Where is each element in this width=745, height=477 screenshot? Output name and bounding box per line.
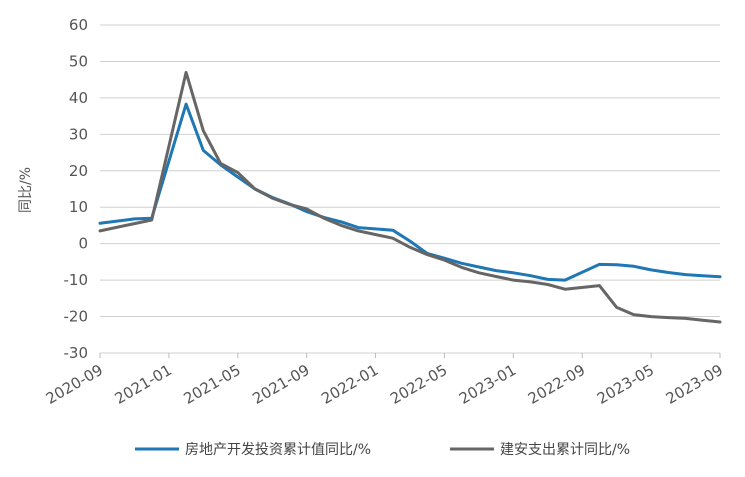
x-tick-label: 2023-05 [594,361,657,408]
y-tick-label: 30 [69,125,88,143]
x-tick-label: 2021-01 [112,361,175,408]
legend: 房地产开发投资累计值同比/% 建安支出累计同比/% [135,442,630,458]
y-tick-label: 50 [69,52,88,70]
y-tick-label: -20 [64,308,89,326]
y-tick-label: 40 [69,89,88,107]
x-tick-label: 2021-09 [249,361,312,408]
x-axis-ticks: 2020-09 2021-01 2021-05 2021-09 2022-01 2022-… [43,353,726,408]
legend-label: 房地产开发投资累计值同比/% [185,442,371,458]
x-tick-label: 2021-05 [180,361,243,408]
legend-label: 建安支出累计同比/% [500,442,630,458]
x-tick-label: 2022-09 [525,361,588,408]
y-axis-title: 同比/% [18,167,34,213]
x-tick-label: 2020-09 [43,361,106,408]
series-lines [98,70,722,324]
y-axis-ticks: 60 50 40 30 20 10 0 -10 -20 -30 [64,16,89,362]
y-tick-label: 10 [69,198,88,216]
y-tick-label: 20 [69,162,88,180]
x-tick-label: 2022-05 [387,361,450,408]
gridlines [100,24,720,354]
y-tick-label: -30 [64,344,89,362]
x-tick-label: 2022-01 [318,361,381,408]
y-tick-label: 0 [78,235,88,253]
y-tick-label: 60 [69,16,88,34]
x-tick-label: 2023-09 [663,361,726,408]
y-tick-label: -10 [64,271,89,289]
x-tick-label: 2023-01 [456,361,519,408]
series-line-2 [98,70,722,324]
series-line-1 [98,102,722,282]
